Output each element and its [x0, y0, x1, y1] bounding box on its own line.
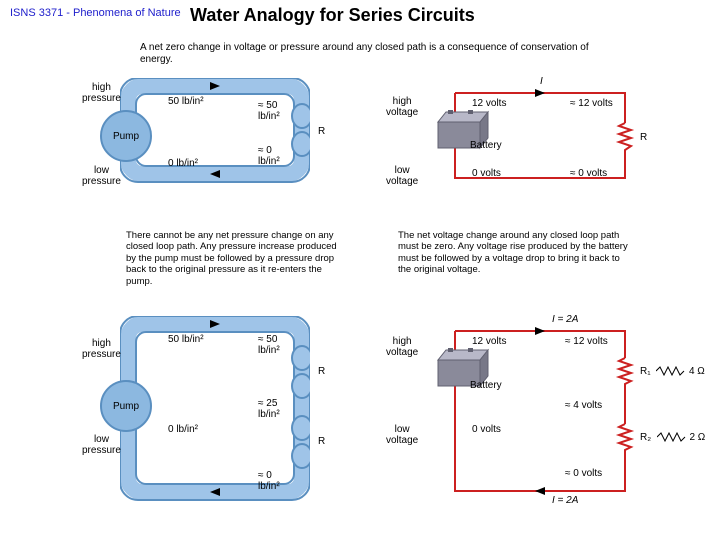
high-pressure-label-2: high pressure — [82, 338, 121, 360]
circ2-r2-label: R₂ 2 Ω — [640, 432, 705, 443]
course-label: ISNS 3371 - Phenomena of Nature — [10, 7, 181, 19]
water1-top-val: 50 lb/in² — [168, 96, 204, 107]
water1-bot-val: 0 lb/in² — [168, 158, 198, 169]
circ2-r2-bot: ≈ 0 volts — [565, 468, 602, 479]
low-voltage-1: low voltage — [386, 165, 418, 187]
pump-1: Pump — [100, 110, 152, 162]
circ2-r1-top: ≈ 12 volts — [565, 336, 608, 347]
circ2-r1-label: R₁ 4 Ω — [640, 366, 705, 377]
circ1-r-bot: ≈ 0 volts — [570, 168, 607, 179]
water2-r1-top: ≈ 50 lb/in² — [258, 334, 280, 356]
circ1-i: I — [540, 76, 543, 87]
water2-r1-label: R — [318, 366, 325, 377]
water2-top-val: 50 lb/in² — [168, 334, 204, 345]
water1-r-label: R — [318, 126, 325, 137]
water2-r1-bot: ≈ 25 lb/in² — [258, 398, 280, 420]
circuit-svg-2 — [430, 316, 650, 516]
left-description: There cannot be any net pressure change … — [126, 230, 346, 287]
page-title: Water Analogy for Series Circuits — [190, 5, 475, 26]
water1-r-bot: ≈ 0 lb/in² — [258, 145, 280, 167]
circ2-top-val: 12 volts — [472, 336, 506, 347]
high-voltage-2: high voltage — [386, 336, 418, 358]
water2-bot-val: 0 lb/in² — [168, 424, 198, 435]
circ1-bot-val: 0 volts — [472, 168, 501, 179]
circ2-r1-bot: ≈ 4 volts — [565, 400, 602, 411]
low-pressure-label-2: low pressure — [82, 434, 121, 456]
low-voltage-2: low voltage — [386, 424, 418, 446]
circ2-bot-val: 0 volts — [472, 424, 501, 435]
intro-text: A net zero change in voltage or pressure… — [140, 42, 610, 66]
right-description: The net voltage change around any closed… — [398, 230, 628, 276]
circ1-batt: Battery — [470, 140, 502, 151]
circ2-i-bot: I = 2A — [552, 495, 578, 506]
high-voltage-1: high voltage — [386, 96, 418, 118]
water1-r-top: ≈ 50 lb/in² — [258, 100, 280, 122]
circ1-r-label: R — [640, 132, 647, 143]
high-pressure-label-1: high pressure — [82, 82, 121, 104]
circ2-i-top: I = 2A — [552, 314, 578, 325]
circ1-top-val: 12 volts — [472, 98, 506, 109]
circ2-batt: Battery — [470, 380, 502, 391]
water2-r2-bot: ≈ 0 lb/in² — [258, 470, 280, 492]
low-pressure-label-1: low pressure — [82, 165, 121, 187]
pump-2: Pump — [100, 380, 152, 432]
water2-r2-label: R — [318, 436, 325, 447]
circ1-r-top: ≈ 12 volts — [570, 98, 613, 109]
circuit-svg-1 — [430, 78, 650, 208]
